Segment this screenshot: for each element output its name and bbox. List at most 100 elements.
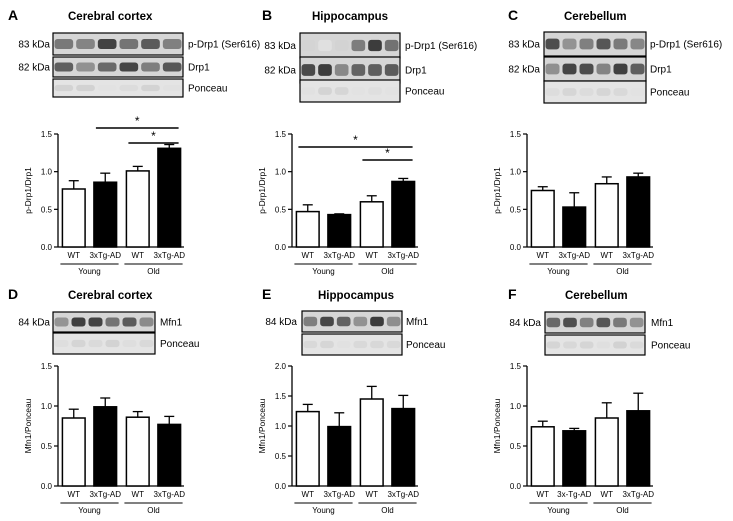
bar [93,406,118,487]
x-tick-label: WT [601,490,614,499]
blot-band [630,38,645,50]
blot-frame [544,334,646,356]
x-tick-label: 3x-Tg-AD [557,490,591,499]
blot-band [301,64,316,76]
kda-label: 82 kDa [264,66,296,77]
blot-band [596,38,611,50]
blot-band [613,38,628,50]
blot-band [88,317,103,327]
blot-band [88,339,103,348]
bar [61,417,86,487]
protein-label: Ponceau [651,341,690,352]
blot-band [162,39,182,49]
panel-d: D Cerebral cortex 84 kDa Mfn1 Ponceau 0.0 0.5 1… [8,286,199,515]
bar [530,426,555,487]
blot-strip: 83 kDa p-Drp1 (Ser616) [264,32,477,59]
bar-group: WT [359,195,384,260]
x-tick-label: WT [537,490,550,499]
panel-title: Cerebellum [565,290,628,302]
panel-f: F Cerebellum 84 kDa Mfn1 Ponceau 0.0 0.5 1.0 1.5… [492,286,690,515]
protein-label: p-Drp1 (Ser616) [650,40,722,51]
y-tick-label: 1.5 [510,130,522,139]
blot-band [119,62,139,72]
blot-frame [52,78,184,98]
blot-band [336,316,351,327]
blot-band [119,84,139,92]
blot-frame [543,31,647,57]
blot-band [320,316,334,327]
y-tick-label: 0.5 [275,205,287,214]
blot-band [613,88,628,96]
bar-group: WT [125,410,150,499]
panel-title: Cerebral cortex [68,290,153,302]
blot-strip: 84 kDa Mfn1 [509,311,674,334]
protein-label: Mfn1 [651,318,674,329]
blot-band [562,38,577,50]
blot-band [384,39,399,52]
blot-band [318,39,332,52]
kda-label: 83 kDa [18,40,50,51]
blot-frame [299,79,401,103]
group-label: Young [78,267,100,276]
x-tick-label: 3xTg-AD [323,490,355,499]
bar-group: 3xTg-AD [153,415,185,499]
significance-bracket: * [362,146,413,161]
group-label: Young [312,267,334,276]
x-tick-label: WT [302,251,315,260]
bar [157,147,182,248]
blot-band [97,62,117,72]
blot-band [301,39,316,52]
y-tick-label: 1.5 [275,392,287,401]
bar-group: WT [594,402,619,499]
bar [295,410,320,487]
group-label: Old [147,267,159,276]
blot-band [368,64,382,76]
y-axis-label: Mfn1/Ponceau [492,398,502,453]
protein-label: Ponceau [406,340,445,351]
blot-frame [543,80,647,104]
group-label: Young [547,506,569,515]
y-axis-label: p-Drp1/Drp1 [23,167,33,214]
blot-band [334,39,349,52]
x-tick-label: WT [366,490,379,499]
group-label: Old [381,267,393,276]
blot-strip: 84 kDa Mfn1 [265,310,429,333]
bar-group: WT [530,420,555,499]
blot-band [301,87,316,95]
x-tick-label: WT [366,251,379,260]
bar-group: 3xTg-AD [323,213,355,260]
blot-band [105,317,120,327]
y-tick-label: 0.5 [41,205,53,214]
blot-band [613,63,628,75]
blot-band [303,316,318,327]
y-tick-label: 1.5 [510,362,522,371]
blot-band [596,88,611,96]
group-label: Young [78,506,100,515]
y-tick-label: 0.0 [510,243,522,252]
protein-label: Drp1 [188,63,210,74]
kda-label: 82 kDa [18,63,50,74]
blot-band [54,62,74,72]
x-tick-label: 3xTg-AD [153,490,185,499]
y-tick-label: 0.0 [510,482,522,491]
kda-label: 84 kDa [509,318,541,329]
blot-band [353,316,368,327]
blot-band [353,340,368,349]
protein-label: Ponceau [188,84,227,95]
panel-e: E Hippocampus 84 kDa Mfn1 Ponceau 0.0 0.5 1.0 1.… [257,286,445,515]
bar [157,423,182,487]
panel-b: B Hippocampus 83 kDa p-Drp1 (Ser616) 82 kDa D… [257,7,477,276]
blot-frame [543,56,647,82]
bar [391,180,416,248]
significance-star: * [135,114,140,128]
significance-star: * [385,146,390,160]
kda-label: 84 kDa [18,318,50,329]
y-tick-label: 1.5 [41,130,53,139]
y-tick-label: 1.0 [41,402,53,411]
y-tick-label: 1.0 [510,168,522,177]
x-tick-label: 3xTg-AD [558,251,590,260]
y-tick-label: 0.5 [275,452,287,461]
y-tick-label: 2.0 [275,362,287,371]
blot-band [122,339,137,348]
